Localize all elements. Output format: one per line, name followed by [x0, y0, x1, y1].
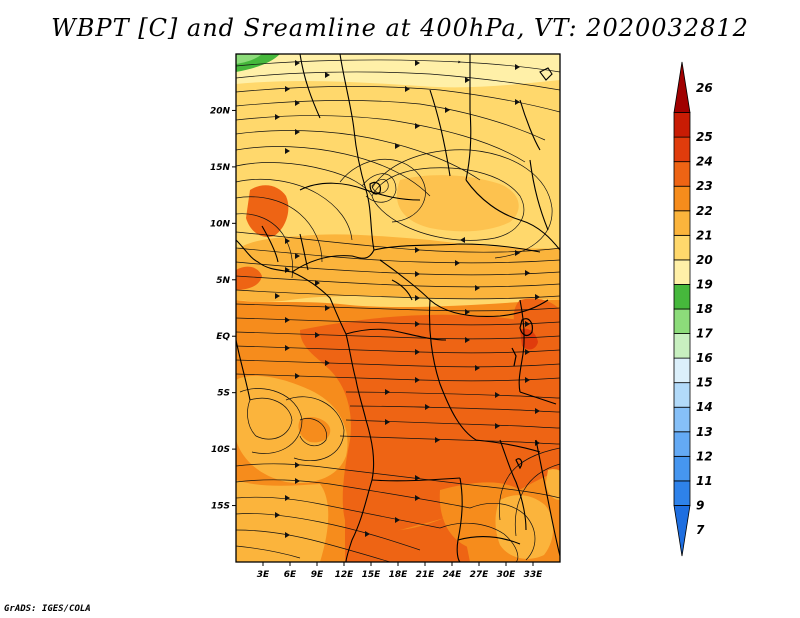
streamlines [236, 59, 560, 562]
lon-tick-label: 30E [497, 570, 517, 580]
colorbar-swatch [673, 333, 691, 359]
colorbar-swatch [673, 382, 691, 408]
colorbar-swatch [673, 136, 691, 163]
colorbar-swatch [673, 406, 691, 433]
lon-tick-label: 6E [284, 570, 297, 580]
colorbar-label: 9 [696, 498, 704, 512]
colorbar-label: 25 [696, 130, 713, 144]
colorbar-swatch [673, 61, 691, 113]
colorbar-label: 21 [696, 228, 713, 242]
lon-tick-label: 15E [362, 570, 382, 580]
map-title: WBPT [C] and Sreamline at 400hPa, VT: 20… [51, 14, 749, 42]
colorbar-label: 16 [696, 351, 713, 365]
colorbar-swatch [673, 308, 691, 334]
lakes [369, 181, 533, 470]
colorbar: 7 9 11 12 13 14 15 16 17 18 19 20 21 22 23 24 25 26 [673, 61, 713, 557]
colorbar-label: 18 [696, 302, 713, 316]
lon-tick-label: 27E [470, 570, 490, 580]
colorbar-label: 13 [696, 425, 713, 439]
lon-tick-label: 24E [443, 570, 463, 580]
colorbar-label: 19 [696, 277, 713, 291]
colorbar-label: 7 [696, 523, 705, 537]
wbpt-field [236, 54, 560, 562]
lat-tick-label: 20N [210, 106, 231, 116]
lat-tick-label: 10N [210, 219, 231, 229]
lon-tick-label: 33E [524, 570, 544, 580]
colorbar-label: 20 [696, 253, 713, 267]
lat-tick-label: 15N [210, 163, 231, 173]
colorbar-swatch [673, 480, 691, 506]
colorbar-label: 22 [696, 204, 713, 218]
colorbar-swatch [673, 431, 691, 457]
colorbar-label: 11 [696, 474, 713, 488]
lon-tick-label: 18E [389, 570, 409, 580]
colorbar-label: 12 [696, 449, 713, 463]
colorbar-swatch [673, 185, 691, 212]
colorbar-swatch [673, 455, 691, 482]
colorbar-label: 24 [696, 155, 713, 169]
colorbar-swatch [673, 505, 691, 557]
colorbar-swatch [673, 210, 691, 236]
lon-tick-label: 9E [311, 570, 324, 580]
colorbar-swatch [673, 357, 691, 384]
latitude-axis: 20N 15N 10N 5N EQ 5S 10S 15S [210, 106, 236, 512]
colorbar-swatch [673, 112, 691, 138]
longitude-axis: 3E 6E 9E 12E 15E 18E 21E 24E 27E 30E 33E [257, 562, 543, 580]
lat-tick-label: 15S [211, 502, 230, 512]
lon-tick-label: 3E [257, 570, 270, 580]
lat-tick-label: 10S [211, 445, 230, 455]
lat-tick-label: 5N [216, 276, 230, 286]
colorbar-label: 17 [696, 327, 713, 341]
colorbar-swatch [673, 161, 691, 187]
lon-tick-label: 12E [335, 570, 355, 580]
colorbar-swatch [673, 284, 691, 310]
political-boundaries [236, 54, 560, 562]
colorbar-label: 14 [696, 400, 713, 414]
lat-tick-label: 5S [217, 389, 230, 399]
lon-tick-label: 21E [416, 570, 436, 580]
colorbar-label: 26 [696, 81, 713, 95]
grads-credit: GrADS: IGES/COLA [4, 604, 91, 614]
colorbar-label: 15 [696, 376, 713, 390]
colorbar-swatch [673, 234, 691, 261]
colorbar-swatch [673, 259, 691, 285]
flow-arrows [275, 60, 540, 538]
lat-tick-label: EQ [216, 332, 230, 342]
colorbar-label: 23 [696, 179, 713, 193]
